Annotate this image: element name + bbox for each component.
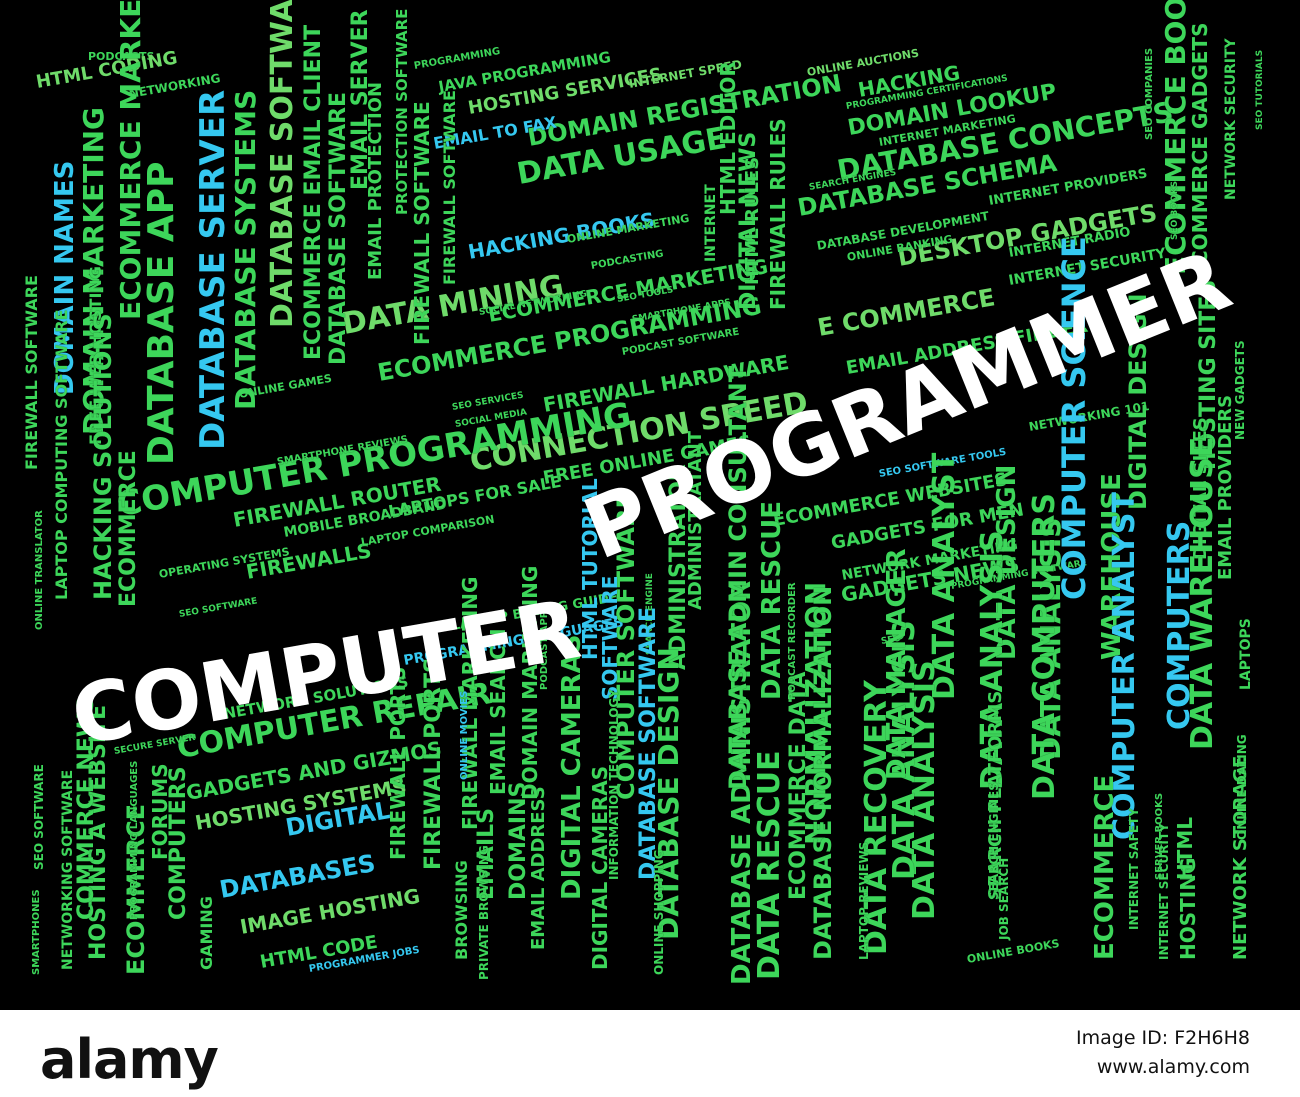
watermark-footer: alamy Image ID: F2H6H8 www.alamy.com: [0, 1010, 1300, 1097]
site-url: www.alamy.com: [1096, 1056, 1250, 1079]
headline-word-computer: COMPUTER: [65, 582, 587, 765]
headline: COMPUTER PROGRAMMER: [65, 231, 1243, 765]
word-cloud: PODCASTS HTML CODING NETWORKING PROGRAMMING…: [22, 0, 1265, 985]
headline-word-programmer: PROGRAMMER: [571, 231, 1243, 579]
cloud-word: PODCASTS: [88, 50, 155, 63]
word-cloud-canvas: PODCASTS HTML CODING NETWORKING PROGRAMMING…: [0, 0, 1300, 1010]
footer-info: Image ID: F2H6H8 www.alamy.com: [1076, 1024, 1250, 1083]
alamy-logo: alamy: [40, 1028, 219, 1091]
image-id-label: Image ID: F2H6H8: [1076, 1027, 1250, 1049]
